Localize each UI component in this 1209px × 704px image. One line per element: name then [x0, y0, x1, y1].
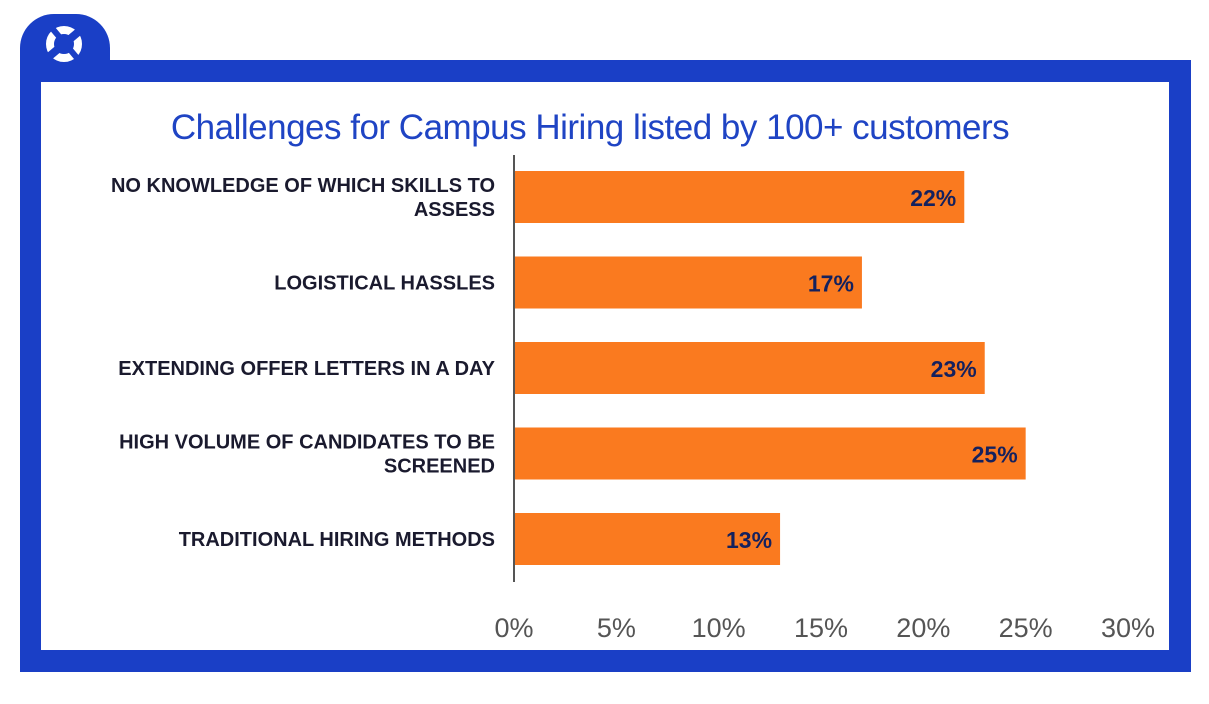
category-label-5: TRADITIONAL HIRING METHODS: [179, 529, 495, 551]
bar-3: [514, 342, 985, 394]
chart-title: Challenges for Campus Hiring listed by 1…: [170, 108, 1010, 147]
category-label-4-line-1: HIGH VOLUME OF CANDIDATES TO BE: [119, 432, 495, 454]
x-tick-label-15: 15%: [794, 613, 848, 643]
x-tick-label-0: 0%: [494, 613, 533, 643]
category-label-1-line-1: NO KNOWLEDGE OF WHICH SKILLS TO: [111, 175, 495, 197]
x-tick-label-5: 5%: [597, 613, 636, 643]
x-tick-label-20: 20%: [896, 613, 950, 643]
ring-logo-icon: [42, 22, 86, 65]
value-label-2: 17%: [808, 271, 854, 297]
x-tick-label-10: 10%: [692, 613, 746, 643]
category-label-3: EXTENDING OFFER LETTERS IN A DAY: [118, 358, 495, 380]
category-label-1-line-2: ASSESS: [414, 199, 495, 221]
value-label-3: 23%: [931, 356, 977, 382]
category-label-2: LOGISTICAL HASSLES: [274, 273, 495, 295]
value-label-5: 13%: [726, 527, 772, 553]
bar-4: [514, 427, 1026, 480]
bar-2: [514, 256, 862, 309]
x-tick-label-25: 25%: [999, 613, 1053, 643]
value-label-1: 22%: [910, 185, 956, 211]
bar-1: [514, 171, 965, 223]
value-label-4: 25%: [972, 442, 1018, 468]
x-tick-label-30: 30%: [1101, 613, 1155, 643]
category-label-4-line-2: SCREENED: [384, 456, 495, 478]
bar-5: [514, 513, 781, 565]
